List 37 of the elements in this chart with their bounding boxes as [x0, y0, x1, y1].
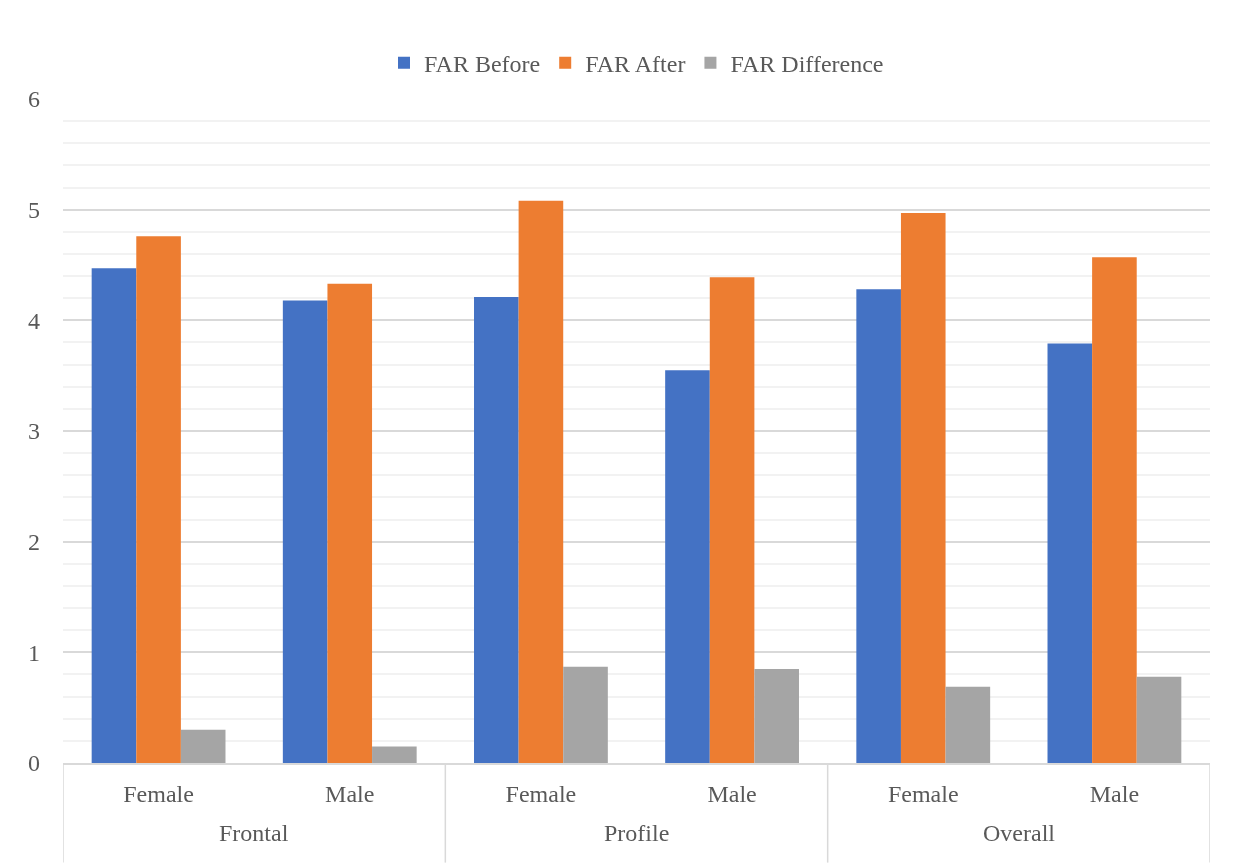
bar: [91, 268, 137, 763]
bar: [372, 746, 417, 763]
bar: [327, 283, 373, 763]
bar: [1047, 343, 1093, 763]
x-tick-label: Male: [1089, 780, 1140, 807]
bar: [474, 297, 519, 763]
bar: [180, 729, 226, 763]
y-tick-label: 1: [28, 639, 40, 666]
bar: [1092, 257, 1137, 763]
bar: [754, 668, 799, 763]
bar: [518, 200, 564, 763]
bar: [563, 666, 608, 763]
bar: [856, 289, 901, 763]
legend-label: FAR After: [585, 51, 686, 78]
bar: [136, 236, 181, 763]
bar: [900, 212, 946, 763]
bar: [945, 686, 991, 763]
text: Profile: [604, 820, 670, 846]
y-tick-label: 6: [28, 86, 40, 113]
x-tick-label: Female: [123, 780, 194, 807]
y-tick-label: 3: [28, 418, 40, 445]
text: Overall: [983, 820, 1056, 846]
bar: [1136, 676, 1182, 763]
y-tick-label: 4: [28, 307, 40, 334]
x-tick-label: Female: [887, 780, 959, 807]
legend-label: FAR Difference: [730, 51, 884, 78]
x-tick-label: Male: [325, 780, 375, 807]
x-tick-label: Male: [707, 780, 757, 807]
y-tick-label: 2: [28, 529, 40, 556]
text: Frontal: [219, 820, 289, 846]
bar: [282, 300, 328, 763]
bar: [665, 370, 710, 763]
x-tick-label: Female: [505, 780, 577, 807]
legend-label: FAR Before: [424, 51, 541, 78]
y-tick-label: 0: [28, 750, 40, 777]
bar: [709, 277, 755, 763]
y-tick-label: 5: [28, 197, 40, 224]
